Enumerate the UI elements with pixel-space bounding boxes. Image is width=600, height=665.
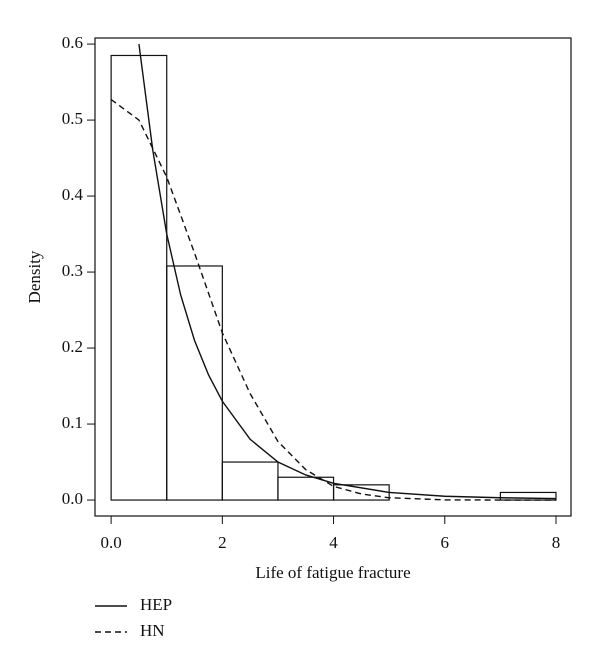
legend-label: HEP: [140, 595, 172, 614]
x-tick-label: 0.0: [101, 533, 122, 552]
histogram-bar: [332, 484, 390, 501]
histogram-bar: [166, 265, 223, 501]
x-tick-label: 8: [552, 533, 561, 552]
y-tick-label: 0.6: [62, 33, 83, 52]
y-tick-label: 0.4: [62, 185, 84, 204]
legend-label: HN: [140, 621, 165, 640]
y-tick-label: 0.0: [62, 489, 83, 508]
x-tick-label: 2: [218, 533, 227, 552]
x-tick-label: 6: [441, 533, 450, 552]
histogram-bar: [110, 54, 168, 501]
y-tick-label: 0.3: [62, 261, 83, 280]
plot-frame: [94, 37, 572, 517]
histogram-bar: [221, 461, 279, 501]
y-tick-label: 0.5: [62, 109, 83, 128]
y-tick-label: 0.1: [62, 413, 83, 432]
x-axis-label: Life of fatigue fracture: [255, 563, 410, 582]
density-curve: [110, 98, 556, 501]
y-tick-label: 0.2: [62, 337, 83, 356]
y-axis-label: Density: [25, 250, 44, 303]
density-curve: [138, 43, 556, 500]
x-tick-label: 4: [329, 533, 338, 552]
